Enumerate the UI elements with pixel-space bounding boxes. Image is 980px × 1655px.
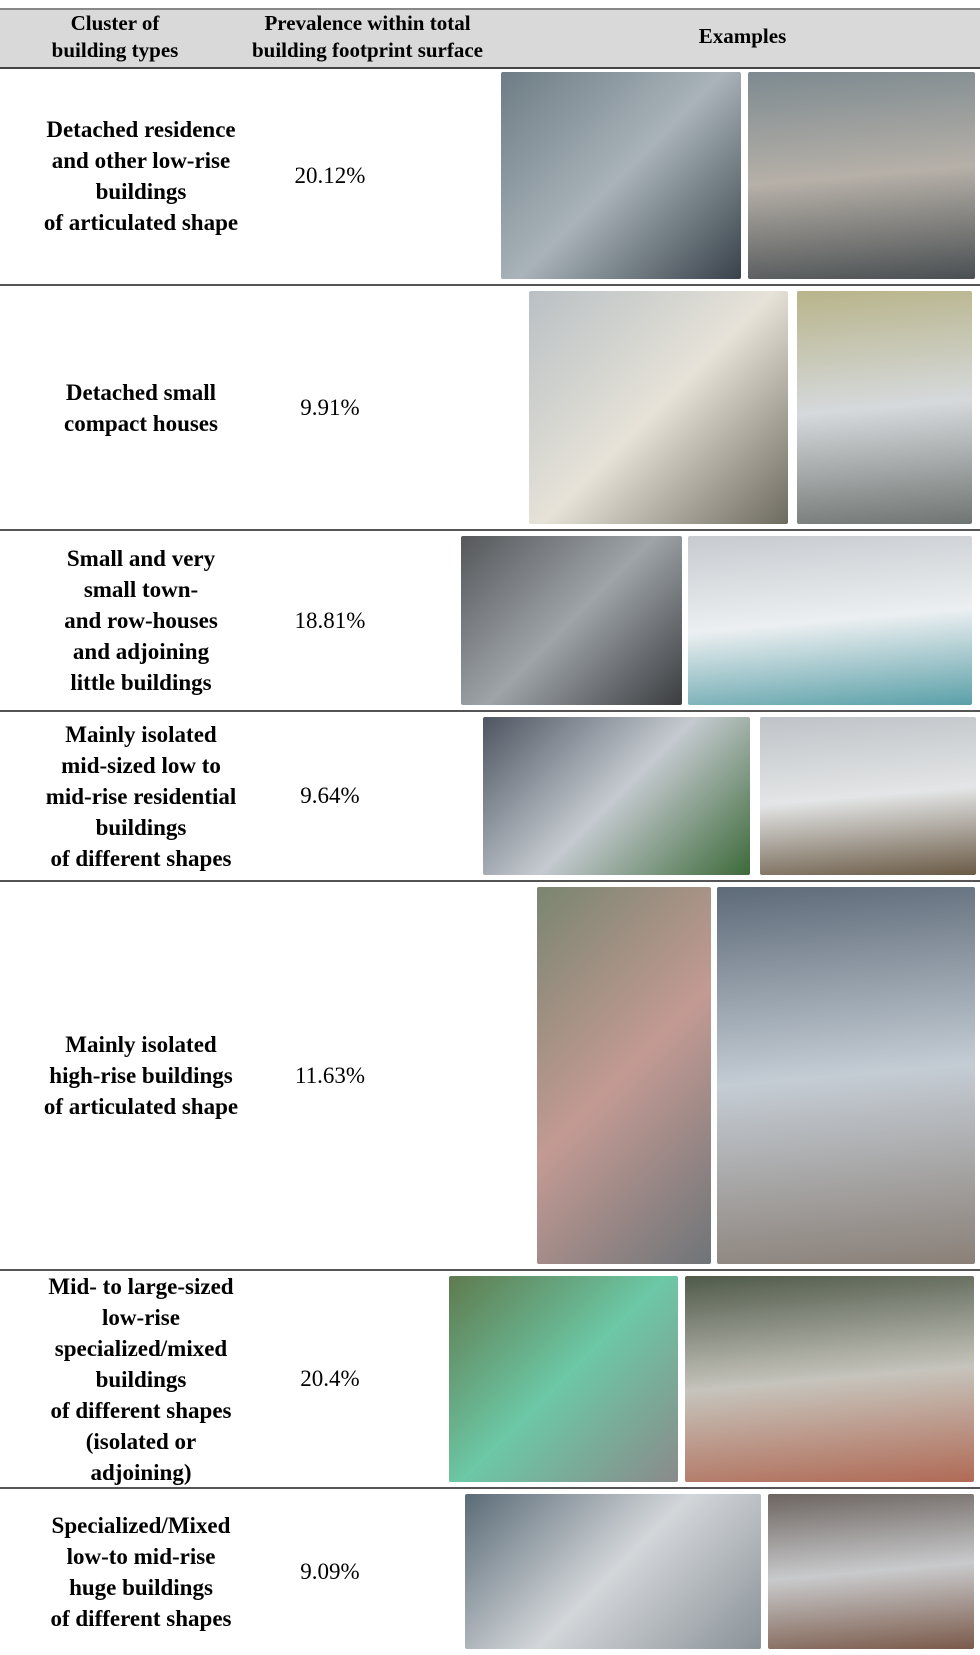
example-photo xyxy=(768,1494,974,1649)
example-photo xyxy=(461,536,682,705)
example-photo xyxy=(537,887,711,1264)
example-photo xyxy=(688,536,972,705)
example-photo xyxy=(685,1276,974,1482)
cluster-name: Small and very small town- and row-house… xyxy=(0,530,282,711)
cluster-name: Mainly isolated mid-sized low to mid-ris… xyxy=(0,711,282,881)
example-photo xyxy=(748,72,975,279)
example-photo xyxy=(465,1494,761,1649)
example-photo xyxy=(797,291,972,524)
header-cell: Prevalence within total building footpri… xyxy=(230,8,505,65)
example-photo xyxy=(501,72,741,279)
prevalence-value: 18.81% xyxy=(270,530,390,711)
example-photo xyxy=(449,1276,678,1482)
page: Cluster of building types Prevalence wit… xyxy=(0,0,980,1655)
prevalence-value: 9.91% xyxy=(270,285,390,530)
cluster-name: Mainly isolated high-rise buildings of a… xyxy=(0,881,282,1270)
example-photo xyxy=(717,887,975,1264)
header-cell: Examples xyxy=(505,8,980,65)
cluster-name: Detached small compact houses xyxy=(0,285,282,530)
prevalence-value: 11.63% xyxy=(270,881,390,1270)
example-photo xyxy=(760,717,976,875)
header-cell: Cluster of building types xyxy=(0,8,230,65)
example-photo xyxy=(483,717,750,875)
example-photo xyxy=(529,291,788,524)
prevalence-value: 9.64% xyxy=(270,711,390,881)
cluster-name: Detached residence and other low-rise bu… xyxy=(0,66,282,285)
prevalence-value: 20.4% xyxy=(270,1270,390,1488)
prevalence-value: 20.12% xyxy=(270,66,390,285)
cluster-name: Mid- to large-sized low-rise specialized… xyxy=(0,1270,282,1488)
prevalence-value: 9.09% xyxy=(270,1488,390,1655)
cluster-name: Specialized/Mixed low-to mid-rise huge b… xyxy=(0,1488,282,1655)
